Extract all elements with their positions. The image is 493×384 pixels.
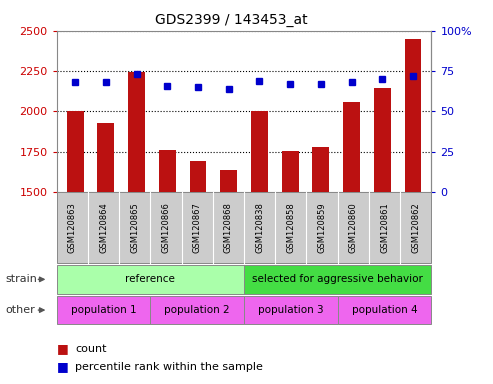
Bar xyxy=(220,170,237,384)
Bar xyxy=(67,111,84,384)
Text: population 1: population 1 xyxy=(70,305,137,315)
Text: GSM120859: GSM120859 xyxy=(317,202,326,253)
Bar xyxy=(128,72,145,384)
Text: GSM120866: GSM120866 xyxy=(162,202,171,253)
Bar xyxy=(343,103,360,384)
Text: ■: ■ xyxy=(57,360,69,373)
Text: population 3: population 3 xyxy=(258,305,324,315)
Text: GSM120861: GSM120861 xyxy=(380,202,389,253)
Text: reference: reference xyxy=(125,274,176,285)
Bar xyxy=(404,39,422,384)
Text: other: other xyxy=(5,305,35,315)
Bar xyxy=(374,88,390,384)
Text: GSM120858: GSM120858 xyxy=(286,202,295,253)
Text: GSM120865: GSM120865 xyxy=(130,202,139,253)
Text: GSM120867: GSM120867 xyxy=(193,202,202,253)
Text: selected for aggressive behavior: selected for aggressive behavior xyxy=(252,274,423,285)
Text: population 4: population 4 xyxy=(352,305,418,315)
Text: GSM120863: GSM120863 xyxy=(68,202,77,253)
Text: ■: ■ xyxy=(57,342,69,355)
Text: percentile rank within the sample: percentile rank within the sample xyxy=(75,362,263,372)
Text: strain: strain xyxy=(5,274,37,285)
Text: GSM120862: GSM120862 xyxy=(411,202,420,253)
Bar xyxy=(98,122,114,384)
Text: GSM120864: GSM120864 xyxy=(99,202,108,253)
Bar xyxy=(251,111,268,384)
Text: count: count xyxy=(75,344,107,354)
Bar xyxy=(159,150,176,384)
Text: GSM120860: GSM120860 xyxy=(349,202,358,253)
Text: GSM120838: GSM120838 xyxy=(255,202,264,253)
Bar xyxy=(189,161,207,384)
Bar xyxy=(313,147,329,384)
Bar xyxy=(282,151,299,384)
Text: population 2: population 2 xyxy=(164,305,230,315)
Text: GSM120868: GSM120868 xyxy=(224,202,233,253)
Text: GDS2399 / 143453_at: GDS2399 / 143453_at xyxy=(155,13,308,27)
